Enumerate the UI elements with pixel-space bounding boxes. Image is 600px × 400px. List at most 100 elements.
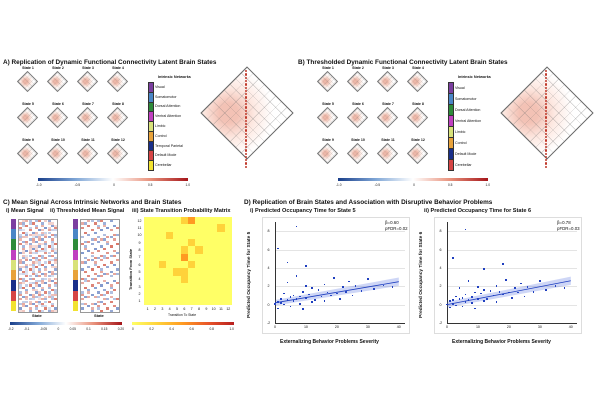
mean-signal-cell (28, 309, 32, 312)
network-label: Somatomotor (455, 96, 477, 101)
state-connectivity-diamond (316, 70, 339, 93)
mean-signal-cell (22, 270, 26, 273)
diagonal-node (245, 119, 248, 122)
network-label: Cerebellar (155, 163, 172, 168)
data-point (348, 280, 351, 283)
state-connectivity-diamond (406, 142, 429, 165)
diagonal-node (245, 129, 248, 132)
data-point (277, 307, 279, 310)
state-connectivity-diamond (46, 142, 69, 165)
data-point (523, 295, 526, 298)
mean-signal-cell (81, 268, 85, 271)
x-tick-label: 40 (396, 325, 401, 329)
mean-signal-cell (22, 222, 26, 225)
mean-signal-cell (90, 229, 94, 232)
data-point (311, 301, 313, 303)
transition-cell (224, 253, 232, 261)
mean-signal-cell (53, 307, 57, 310)
mean-signal-cell (100, 259, 104, 262)
diagonal-node (245, 96, 248, 99)
mean-signal-cell (22, 272, 26, 276)
transition-cell (166, 283, 174, 291)
mean-signal-cell (44, 247, 48, 250)
mean-signal-cell (53, 236, 57, 239)
mean-signal-cell (84, 270, 88, 273)
transition-y-tick: 2 (138, 292, 141, 296)
mean-signal-cell (96, 266, 100, 269)
data-point (532, 290, 535, 293)
data-point (501, 293, 504, 296)
transition-cell (217, 253, 225, 261)
mean-signal-cell (106, 282, 110, 285)
mean-signal-cell (22, 247, 26, 250)
state-label: State 2 (52, 66, 64, 70)
transition-cell (151, 224, 159, 232)
mean-signal-cell (109, 291, 113, 294)
mean-signal-cell (28, 249, 32, 253)
mean-signal-cell (47, 220, 51, 223)
mean-signal-cell (103, 302, 107, 306)
transition-cell (217, 231, 225, 239)
transition-x-tick: 6 (183, 307, 186, 311)
diagonal-node (245, 93, 248, 96)
plot-2-ylabel: Predicted Occupancy Time for State 6 (419, 231, 424, 318)
mean-signal-cell (38, 295, 42, 299)
diagonal-node (545, 112, 548, 116)
mean-signal-cell (38, 302, 42, 306)
data-point (483, 268, 485, 270)
plot-2-beta: β=0.78 (557, 220, 571, 225)
transition-cell (195, 283, 203, 291)
diagonal-node (545, 99, 548, 103)
transition-cell (202, 246, 210, 254)
mean-signal-cell (87, 295, 91, 299)
panel-b-networks-title: Intrinsic Networks (458, 75, 491, 79)
mean-signal-cell (84, 256, 88, 260)
mean-signal-cell (53, 243, 57, 246)
mean-signal-cell (81, 243, 85, 246)
state-thumbnail: State 8 (104, 102, 132, 129)
mean-signal-cell (47, 259, 51, 262)
mean-signal-cell (106, 272, 110, 276)
data-point (464, 293, 467, 296)
mean-signal-cell (115, 259, 119, 262)
state-thumbnail: State 3 (374, 66, 402, 93)
mean-signal-cell (31, 256, 35, 260)
mean-signal-cell (19, 261, 23, 264)
transition-x-tick: 4 (168, 307, 171, 311)
transition-cell (188, 290, 196, 298)
transition-cell (180, 217, 188, 225)
colorbar-tick-label: 0.8 (209, 327, 214, 331)
mean-signal-cell (44, 298, 48, 301)
data-point (292, 300, 295, 302)
mean-signal-cell (25, 263, 29, 266)
transition-y-tick: 12 (137, 218, 142, 223)
state-connectivity-diamond (406, 70, 429, 93)
mean-signal-cell (19, 229, 23, 232)
data-point (464, 301, 467, 303)
data-point (295, 275, 298, 277)
state-thumbnail: State 5 (14, 102, 42, 129)
transition-cell (195, 246, 203, 254)
transition-cell (151, 290, 159, 298)
mean-signal-cell (22, 236, 26, 239)
mean-signal-cell (93, 272, 97, 276)
mean-signal-cell (19, 286, 23, 289)
state-label: State 1 (322, 66, 334, 70)
transition-cell (151, 283, 159, 291)
mean-signal-cell (109, 254, 113, 257)
mean-signal-cell (34, 247, 38, 250)
mean-signal-cell (81, 252, 85, 255)
mean-signal-cell (28, 275, 32, 278)
state-connectivity-diamond (16, 106, 39, 129)
mean-signal-cell (31, 247, 35, 250)
data-point (367, 278, 369, 280)
mean-signal-cell (96, 300, 100, 303)
diagonal-node (245, 73, 248, 76)
mean-signal-cell (31, 282, 35, 285)
state-connectivity-diamond (106, 106, 129, 129)
mean-signal-cell (93, 238, 97, 241)
network-label: Ventral Attention (155, 114, 182, 119)
data-point (514, 287, 516, 289)
mean-signal-cell (44, 245, 48, 248)
mean-signal-cell (31, 268, 35, 271)
